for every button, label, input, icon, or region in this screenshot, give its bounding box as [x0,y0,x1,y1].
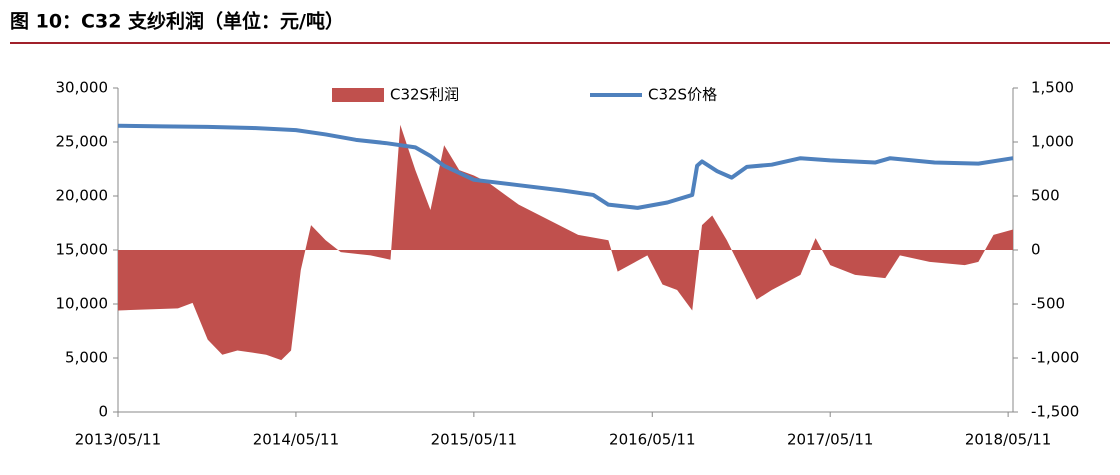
y-tick-label: 15,000 [56,241,109,259]
y2-tick-label: 0 [1031,241,1041,259]
legend-label: C32S利润 [390,86,459,104]
x-tick-label: 2017/05/11 [787,431,873,449]
y-tick-label: 5,000 [65,349,108,367]
legend-label: C32S价格 [648,86,717,104]
x-tick-label: 2014/05/11 [253,431,339,449]
x-tick-label: 2018/05/11 [965,431,1051,449]
y-tick-label: 0 [98,403,108,421]
y-tick-label: 30,000 [56,79,109,97]
y2-tick-label: -500 [1031,295,1065,313]
y-tick-label: 10,000 [56,295,109,313]
y2-tick-label: 500 [1031,187,1060,205]
price-line [117,123,1014,210]
y2-tick-label: 1,000 [1031,133,1074,151]
x-tick-label: 2016/05/11 [609,431,695,449]
x-tick-label: 2013/05/11 [75,431,161,449]
chart-title: 图 10：C32 支纱利润（单位：元/吨） [10,10,344,33]
x-tick-label: 2015/05/11 [431,431,517,449]
profit-area [118,124,1013,361]
y2-tick-label: -1,500 [1031,403,1079,421]
y-tick-label: 20,000 [56,187,109,205]
legend-swatch [332,88,384,102]
y2-tick-label: 1,500 [1031,79,1074,97]
y-tick-label: 25,000 [56,133,109,151]
y2-tick-label: -1,000 [1031,349,1079,367]
